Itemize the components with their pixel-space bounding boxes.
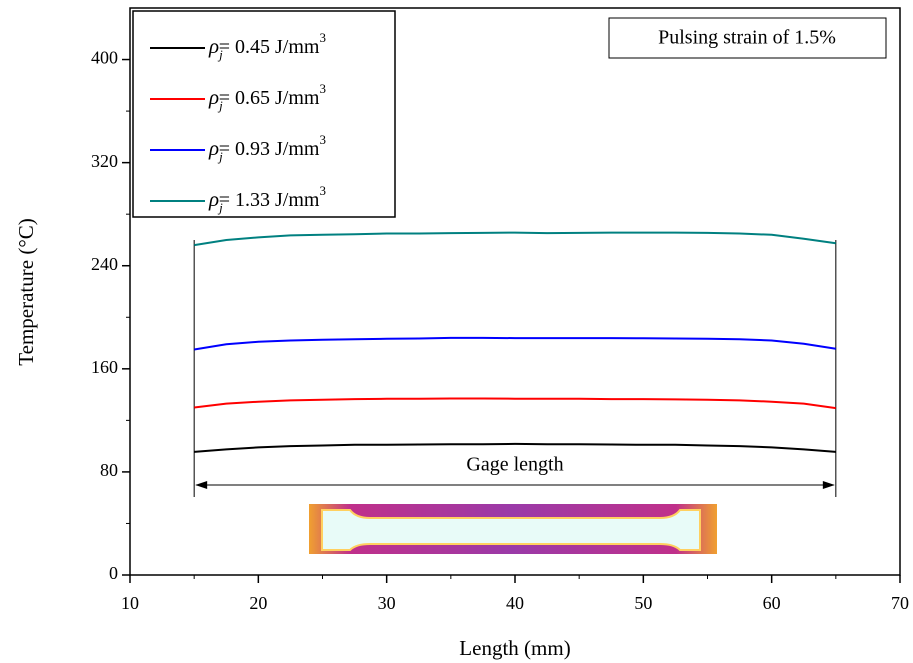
legend-label: ρj= 0.93 J/mm3: [208, 132, 326, 164]
x-tick-label: 20: [249, 593, 267, 613]
x-tick-label: 30: [378, 593, 396, 613]
x-tick-label: 40: [506, 593, 524, 613]
x-tick-label: 50: [634, 593, 652, 613]
x-tick-label: 60: [763, 593, 781, 613]
y-tick-label: 400: [91, 48, 118, 68]
legend-box: [132, 10, 396, 218]
x-tick-label: 70: [891, 593, 909, 613]
x-axis-label: Length (mm): [459, 636, 570, 660]
y-tick-label: 320: [91, 151, 118, 171]
arrow-head: [822, 481, 835, 489]
y-axis-label: Temperature (°C): [14, 218, 38, 365]
x-tick-label: 10: [121, 593, 139, 613]
specimen-image: [309, 504, 717, 554]
y-tick-label: 80: [100, 460, 118, 480]
y-tick-label: 240: [91, 254, 118, 274]
legend-label: ρj= 1.33 J/mm3: [208, 183, 326, 215]
series-line: [194, 336, 836, 351]
legend-label: ρj= 0.45 J/mm3: [208, 30, 326, 62]
y-tick-label: 160: [91, 357, 118, 377]
series-line: [194, 397, 836, 410]
series-line: [194, 231, 836, 247]
annotation-box: [608, 17, 887, 59]
annotation: Gage length: [466, 454, 563, 476]
legend-label: ρj= 0.65 J/mm3: [208, 81, 326, 113]
series-line: [194, 442, 836, 453]
annotation: Pulsing strain of 1.5%: [658, 27, 836, 49]
arrow-head: [195, 481, 208, 489]
y-tick-label: 0: [109, 563, 118, 583]
